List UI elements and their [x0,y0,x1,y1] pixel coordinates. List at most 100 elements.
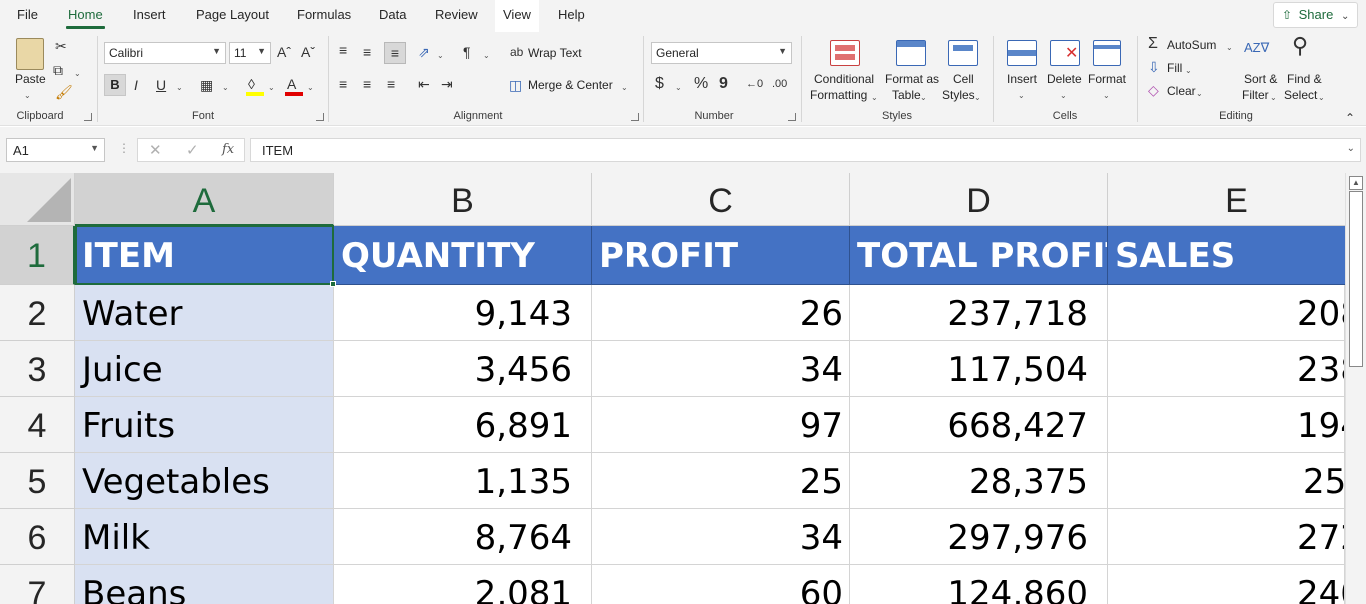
format-table-dropdown-icon[interactable]: ⌄ [920,93,927,102]
format-dropdown-icon[interactable]: ⌄ [1103,91,1110,100]
comma-button[interactable]: 9 [719,75,728,92]
conditional-formatting-icon[interactable] [830,40,860,66]
italic-button[interactable]: I [134,77,138,93]
underline-button[interactable]: U [156,77,167,93]
orientation-dropdown-icon[interactable]: ⌄ [437,51,444,60]
increase-indent-icon[interactable]: ⇥ [441,76,453,92]
wrap-text-icon[interactable]: ab [510,45,524,59]
paste-dropdown-icon[interactable]: ⌄ [24,91,31,100]
delete-cells-button[interactable]: Delete [1047,72,1082,86]
cell-c5[interactable]: 25 [592,453,850,509]
row-header-2[interactable]: 2 [0,285,75,341]
cell-d2[interactable]: 237,718 [850,285,1108,341]
cell-e4[interactable]: 194 [1108,397,1345,453]
font-color-dropdown-icon[interactable]: ⌄ [307,83,314,92]
format-cells-button[interactable]: Format [1088,72,1127,86]
expand-formula-icon[interactable]: ⌄ [1346,143,1355,154]
tab-view[interactable]: View [495,0,539,32]
cell-a7[interactable]: Beans [75,565,334,604]
cell-d3[interactable]: 117,504 [850,341,1108,397]
column-header-e[interactable]: E [1108,173,1345,226]
cell-a1[interactable]: ITEM [75,226,334,285]
share-button[interactable]: ⇧ Share ⌄ [1273,2,1358,28]
clear-button[interactable]: Clear [1167,84,1196,98]
insert-cells-button[interactable]: Insert [1007,72,1038,86]
fill-dropdown-icon[interactable]: ⌄ [268,83,275,92]
find-select-label-2[interactable]: Select [1284,88,1318,102]
cell-styles-dropdown-icon[interactable]: ⌄ [974,93,981,102]
cell-e2[interactable]: 208 [1108,285,1345,341]
orientation-icon[interactable]: ⇗ [418,44,430,60]
font-color-icon[interactable]: A [287,76,297,92]
collapse-ribbon-icon[interactable]: ⌃ [1345,111,1356,125]
format-as-table-icon[interactable] [896,40,926,66]
cell-c2[interactable]: 26 [592,285,850,341]
cell-styles-label-1[interactable]: Cell [953,72,974,86]
cell-d4[interactable]: 668,427 [850,397,1108,453]
align-left-icon[interactable]: ≡ [339,76,348,92]
copy-dropdown-icon[interactable]: ⌄ [74,69,81,78]
tab-data[interactable]: Data [379,7,407,22]
autosum-dropdown-icon[interactable]: ⌄ [1226,43,1233,52]
increase-decimal-icon[interactable]: ←0 [746,78,764,90]
cell-b3[interactable]: 3,456 [334,341,592,397]
percent-button[interactable]: % [694,75,709,92]
currency-dropdown-icon[interactable]: ⌄ [675,83,682,92]
fill-dropdown-icon[interactable]: ⌄ [1185,66,1192,75]
font-name-select[interactable]: Calibri ▼ [104,42,226,64]
delete-cells-icon[interactable]: ✕ [1050,40,1080,66]
cell-e5[interactable]: 25 [1108,453,1345,509]
find-select-icon[interactable]: ⚲ [1292,33,1309,58]
cell-b7[interactable]: 2,081 [334,565,592,604]
fill-icon[interactable]: ⇩ [1148,59,1160,75]
cancel-icon[interactable]: ✕ [149,142,162,159]
tab-insert[interactable]: Insert [133,7,166,22]
alignment-launcher-icon[interactable] [631,113,639,121]
clear-dropdown-icon[interactable]: ⌄ [1196,89,1203,98]
number-launcher-icon[interactable] [788,113,796,121]
cell-styles-label-2[interactable]: Styles [942,88,975,102]
insert-cells-icon[interactable] [1007,40,1037,66]
cell-d5[interactable]: 28,375 [850,453,1108,509]
cell-d1[interactable]: TOTAL PROFIT [850,226,1108,285]
scroll-up-icon[interactable]: ▲ [1349,176,1363,190]
more-icon[interactable]: ⋮ [118,141,130,155]
borders-dropdown-icon[interactable]: ⌄ [222,83,229,92]
find-dropdown-icon[interactable]: ⌄ [1318,93,1325,102]
cell-c4[interactable]: 97 [592,397,850,453]
name-box[interactable]: A1 ▼ [6,138,105,162]
column-header-c[interactable]: C [592,173,850,226]
conditional-formatting-label-2[interactable]: Formatting [810,88,868,102]
text-direction-dropdown-icon[interactable]: ⌄ [483,51,490,60]
select-all-button[interactable] [0,173,75,226]
row-header-6[interactable]: 6 [0,509,75,565]
conditional-formatting-label-1[interactable]: Conditional [814,72,875,86]
tab-page-layout[interactable]: Page Layout [196,7,270,22]
autosum-icon[interactable]: Σ [1148,35,1158,52]
format-cells-icon[interactable] [1093,40,1121,66]
text-direction-icon[interactable]: ¶ [463,44,471,60]
row-header-4[interactable]: 4 [0,397,75,453]
cell-b5[interactable]: 1,135 [334,453,592,509]
fill-color-icon[interactable]: ◊ [248,76,255,92]
cell-c1[interactable]: PROFIT [592,226,850,285]
font-size-select[interactable]: 11 ▼ [229,42,271,64]
cell-e7[interactable]: 240 [1108,565,1345,604]
fill-handle[interactable] [330,281,336,287]
delete-dropdown-icon[interactable]: ⌄ [1060,91,1067,100]
row-header-5[interactable]: 5 [0,453,75,509]
eraser-icon[interactable]: ◇ [1148,82,1159,98]
find-select-label-1[interactable]: Find & [1287,72,1322,86]
column-header-d[interactable]: D [850,173,1108,226]
cell-e6[interactable]: 272 [1108,509,1345,565]
align-middle-icon[interactable]: ≡ [363,44,372,60]
insert-dropdown-icon[interactable]: ⌄ [1018,91,1025,100]
column-header-b[interactable]: B [334,173,592,226]
cell-styles-icon[interactable] [948,40,978,66]
insert-function-icon[interactable]: fx [222,142,235,157]
cut-icon[interactable]: ✂ [55,38,67,54]
scrollbar-thumb[interactable] [1349,191,1363,367]
align-right-icon[interactable]: ≡ [387,76,396,92]
cell-e1[interactable]: SALES [1108,226,1345,285]
format-painter-icon[interactable]: 🖌 [55,84,73,100]
